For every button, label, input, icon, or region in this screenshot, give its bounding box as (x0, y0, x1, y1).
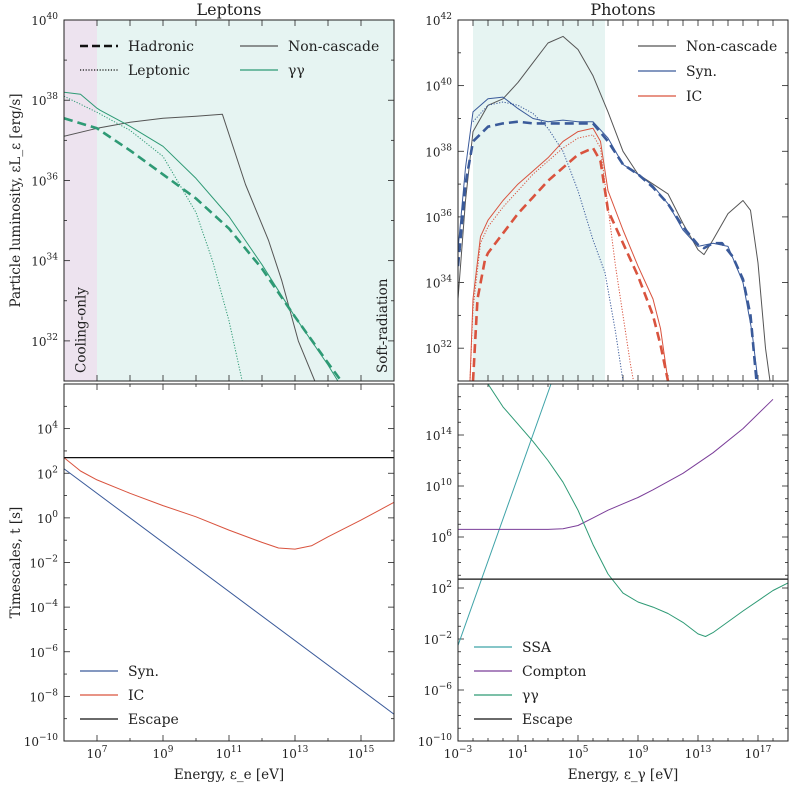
legend-label-: γγ (522, 688, 539, 704)
ticks-photons-timescales (457, 383, 789, 742)
x-tick-label: 105 (567, 745, 588, 761)
series-syn-hadronic (458, 120, 758, 381)
x-tick-label: 109 (627, 745, 648, 761)
band-cooling-only (64, 20, 97, 381)
legend-leptons-timescales: Syn. IC Escape (80, 664, 179, 728)
x-tick-label: 10−3 (444, 745, 473, 761)
series-ic-hadronic (471, 146, 670, 381)
legend-label-leptonic: Leptonic (128, 63, 190, 79)
y-tick-label: 10−4 (29, 599, 58, 615)
panel-leptons-timescales: 10−10 10−8 10−6 10−4 10−2 100 102 104 107 109 1011… (8, 383, 395, 783)
x-tick-label: 109 (152, 745, 173, 761)
y-tick-label: 106 (431, 529, 452, 545)
x-tick-label: 101 (507, 745, 528, 761)
ticks-leptons-timescales (63, 383, 395, 742)
band-label-cooling-only: Cooling-only (74, 287, 90, 373)
x-axis-label: Energy, ε_e [eV] (174, 767, 284, 783)
y-tick-label: 1034 (31, 253, 58, 269)
series- (64, 91, 339, 381)
legend-photons-timescales: SSA Compton γγ Escape (474, 640, 586, 728)
legend-label-ssa: SSA (522, 640, 552, 656)
series-syn (64, 468, 394, 715)
y-tick-label: 1034 (425, 275, 452, 291)
legend-label-hadronic: Hadronic (128, 39, 194, 55)
y-tick-label: 100 (37, 510, 58, 526)
axes-frame (63, 383, 395, 742)
series-ic (64, 457, 394, 550)
y-tick-label: 1032 (425, 340, 452, 356)
x-tick-label: 1015 (348, 745, 375, 761)
y-axis-label: Timescales, t [s] (8, 507, 24, 619)
legend-photons-luminosity: Non-cascade Syn. IC (638, 39, 777, 105)
panel-photons-timescales: 10−10 10−6 10−2 102 106 1010 1014 10−3 101 105 109… (418, 383, 789, 783)
y-tick-label: 1010 (425, 478, 452, 494)
y-tick-label: 1038 (31, 92, 58, 108)
legend-label-escape: Escape (522, 712, 573, 728)
legend-label-: γγ (288, 63, 305, 79)
y-tick-label: 102 (431, 580, 452, 596)
panel-leptons-luminosity: 1032 1034 1036 1038 1040 Leptons Particle lumi… (8, 0, 395, 382)
legend-leptons-luminosity: Hadronic Non-cascade Leptonic γγ (80, 39, 379, 79)
y-tick-label: 1040 (425, 78, 452, 94)
y-tick-label: 1036 (425, 209, 452, 225)
y-tick-label: 10−2 (423, 631, 452, 647)
y-tick-label: 1042 (425, 12, 452, 28)
series-ic (469, 127, 669, 381)
axes-frame (457, 19, 789, 382)
panel-title: Leptons (197, 0, 262, 19)
legend-label-non-cascade: Non-cascade (686, 39, 777, 55)
y-tick-label: 1040 (31, 12, 58, 28)
y-tick-label: 1038 (425, 143, 452, 159)
y-tick-label: 10−6 (29, 644, 58, 660)
series-non-cascade (458, 35, 771, 381)
series-ssa (458, 384, 552, 646)
legend-label-syn: Syn. (128, 664, 159, 680)
x-tick-label: 1013 (685, 745, 712, 761)
x-tick-label: 107 (86, 745, 107, 761)
panel-title: Photons (590, 0, 655, 19)
series-compton (458, 398, 774, 530)
band-soft-radiation (97, 20, 394, 381)
y-tick-label: 1032 (31, 333, 58, 349)
y-tick-label: 10−10 (418, 733, 453, 749)
legend-label-escape: Escape (128, 712, 179, 728)
y-tick-label: 102 (37, 465, 58, 481)
panel-photons-luminosity: 1032 1034 1036 1038 1040 1042 Photons Non-casca… (425, 0, 789, 382)
y-tick-label: 1014 (425, 427, 452, 443)
x-axis-label: Energy, ε_γ [eV] (568, 767, 678, 783)
band-soft-radiation (473, 20, 605, 381)
y-tick-label: 10−6 (423, 682, 452, 698)
x-tick-label: 1017 (745, 745, 772, 761)
y-tick-label: 1036 (31, 172, 58, 188)
series-leptonic (64, 95, 243, 381)
axes-frame (457, 383, 789, 742)
series-hadronic (64, 117, 343, 381)
axes-frame (63, 19, 395, 382)
y-tick-label: 10−2 (29, 555, 58, 571)
x-tick-label: 1013 (282, 745, 309, 761)
band-label-soft-radiation: Soft-radiation (375, 278, 391, 373)
x-tick-label: 1011 (216, 745, 243, 761)
y-tick-label: 104 (37, 421, 58, 437)
legend-label-ic: IC (686, 89, 702, 105)
y-tick-label: 10−10 (24, 733, 59, 749)
y-axis-label: Particle luminosity, εL_ε [erg/s] (8, 93, 24, 307)
y-tick-label: 10−8 (29, 688, 58, 704)
legend-label-ic: IC (128, 688, 144, 704)
legend-label-syn: Syn. (686, 64, 717, 80)
legend-label-compton: Compton (522, 664, 586, 680)
legend-label-non-cascade: Non-cascade (288, 39, 379, 55)
series- (487, 384, 788, 637)
